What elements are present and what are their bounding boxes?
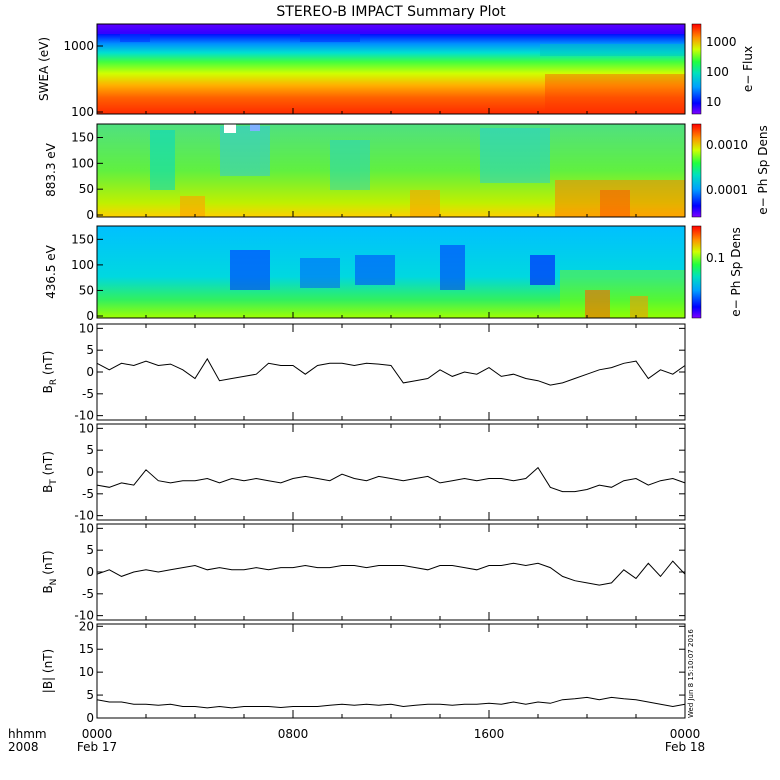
bn-ytick-label-0: 10 <box>79 521 94 535</box>
br-ytick-label-4: -10 <box>74 409 94 423</box>
swea-texture <box>97 24 685 114</box>
generation-timestamp: Wed Jun 8 15:10:07 2016 <box>687 629 695 718</box>
br-ytick-label-0: 10 <box>79 321 94 335</box>
bmag-ytick-label-1: 15 <box>79 642 94 656</box>
x-row-label: hhmm <box>8 727 47 741</box>
br-ytick-label-1: 5 <box>86 343 94 357</box>
bt-frame <box>96 423 686 521</box>
x-tick-label-2: 1600 <box>474 727 505 741</box>
bmag-ytick-label-3: 5 <box>86 688 94 702</box>
bmag-ytick-label-4: 0 <box>86 711 94 725</box>
pad_436-ytick-label-1: 100 <box>71 258 94 272</box>
br-ylabel: BR (nT) <box>41 351 59 394</box>
pad_436-ytick-label-0: 150 <box>71 232 94 246</box>
pad-883-colorbar <box>691 123 702 218</box>
pad_883-ytick-label-1: 100 <box>71 156 94 170</box>
pad_883-ytick-label-3: 0 <box>86 208 94 222</box>
bmag-ylabel: |B| (nT) <box>41 649 55 693</box>
bn-ytick-label-2: 0 <box>86 565 94 579</box>
pad-883-cbar-tick-0: 0.0010 <box>706 138 748 152</box>
br-ytick-label-2: 0 <box>86 365 94 379</box>
br-panel: 10 5 0 -5 -10 BR (nT) <box>41 321 686 423</box>
pad-436-cbar-tick-0: 0.1 <box>706 251 725 265</box>
pad-883-ylabel: 883.3 eV <box>44 142 58 197</box>
plot-title: STEREO-B IMPACT Summary Plot <box>276 4 506 20</box>
x-start-date: Feb 17 <box>77 740 117 754</box>
pad-883-panel: 883.3 eV e− Ph Sp Dens 0.0010 0.0001 <box>44 123 770 218</box>
bmag-series-line <box>96 696 686 709</box>
bmag-panel: 20 15 10 5 0 |B| (nT) <box>41 619 686 725</box>
pad-436-ylabel: 436.5 eV <box>44 244 58 299</box>
x-end-date: Feb 18 <box>665 740 705 754</box>
swea-cbar-label: e− Flux <box>741 46 755 92</box>
bt-ytick-label-3: -5 <box>82 487 94 501</box>
pad-883-texture <box>150 124 685 217</box>
bn-frame <box>96 523 686 621</box>
bn-ylabel: BN (nT) <box>41 550 59 593</box>
swea-cbar-tick-0: 1000 <box>706 35 737 49</box>
bt-ytick-label-2: 0 <box>86 465 94 479</box>
bt-ytick-label-0: 10 <box>79 421 94 435</box>
bt-panel: 10 5 0 -5 -10 BT (nT) <box>41 421 686 523</box>
swea-ytick-1: 100 <box>71 105 94 119</box>
bn-ytick-label-1: 5 <box>86 543 94 557</box>
x-tick-label-1: 0800 <box>278 727 309 741</box>
swea-spectrogram <box>97 24 685 114</box>
pad-883-cbar-label: e− Ph Sp Dens <box>756 125 770 214</box>
bt-series-line <box>96 466 686 493</box>
bn-ytick-label-3: -5 <box>82 587 94 601</box>
bmag-ytick-label-0: 20 <box>79 619 94 633</box>
pad_436-ytick-label-2: 50 <box>79 283 94 297</box>
swea-ytick-0: 1000 <box>63 39 94 53</box>
bt-ytick-label-4: -10 <box>74 509 94 523</box>
pad-436-colorbar <box>691 225 702 319</box>
pad_883-ytick-label-0: 150 <box>71 131 94 145</box>
x-year-label: 2008 <box>8 740 39 754</box>
bn-panel: 10 5 0 -5 -10 BN (nT) <box>41 521 686 623</box>
bn-series-line <box>96 560 686 586</box>
pad-436-panel: 436.5 eV 0.1 e− Ph Sp Dens <box>44 225 743 319</box>
swea-panel: SWEA (eV) 1000 100 1000 100 10 e− Flux <box>37 23 755 119</box>
swea-cbar-tick-2: 10 <box>706 95 721 109</box>
bt-ytick-label-1: 5 <box>86 443 94 457</box>
swea-colorbar <box>691 23 702 115</box>
swea-ylabel: SWEA (eV) <box>37 37 51 101</box>
bt-ylabel: BT (nT) <box>41 451 59 493</box>
bn-ytick-label-4: -10 <box>74 609 94 623</box>
x-tick-label-3: 0000 <box>670 727 701 741</box>
pad-883-cbar-tick-1: 0.0001 <box>706 183 748 197</box>
bmag-ytick-label-2: 10 <box>79 665 94 679</box>
br-series-line <box>96 357 686 386</box>
pad_436-ytick-label-3: 0 <box>86 309 94 323</box>
pad-436-texture <box>230 245 685 318</box>
x-tick-label-0: 0000 <box>82 727 113 741</box>
br-ytick-label-3: -5 <box>82 387 94 401</box>
swea-cbar-tick-1: 100 <box>706 65 729 79</box>
pad-436-cbar-label: e− Ph Sp Dens <box>729 227 743 316</box>
pad_883-ytick-label-2: 50 <box>79 182 94 196</box>
